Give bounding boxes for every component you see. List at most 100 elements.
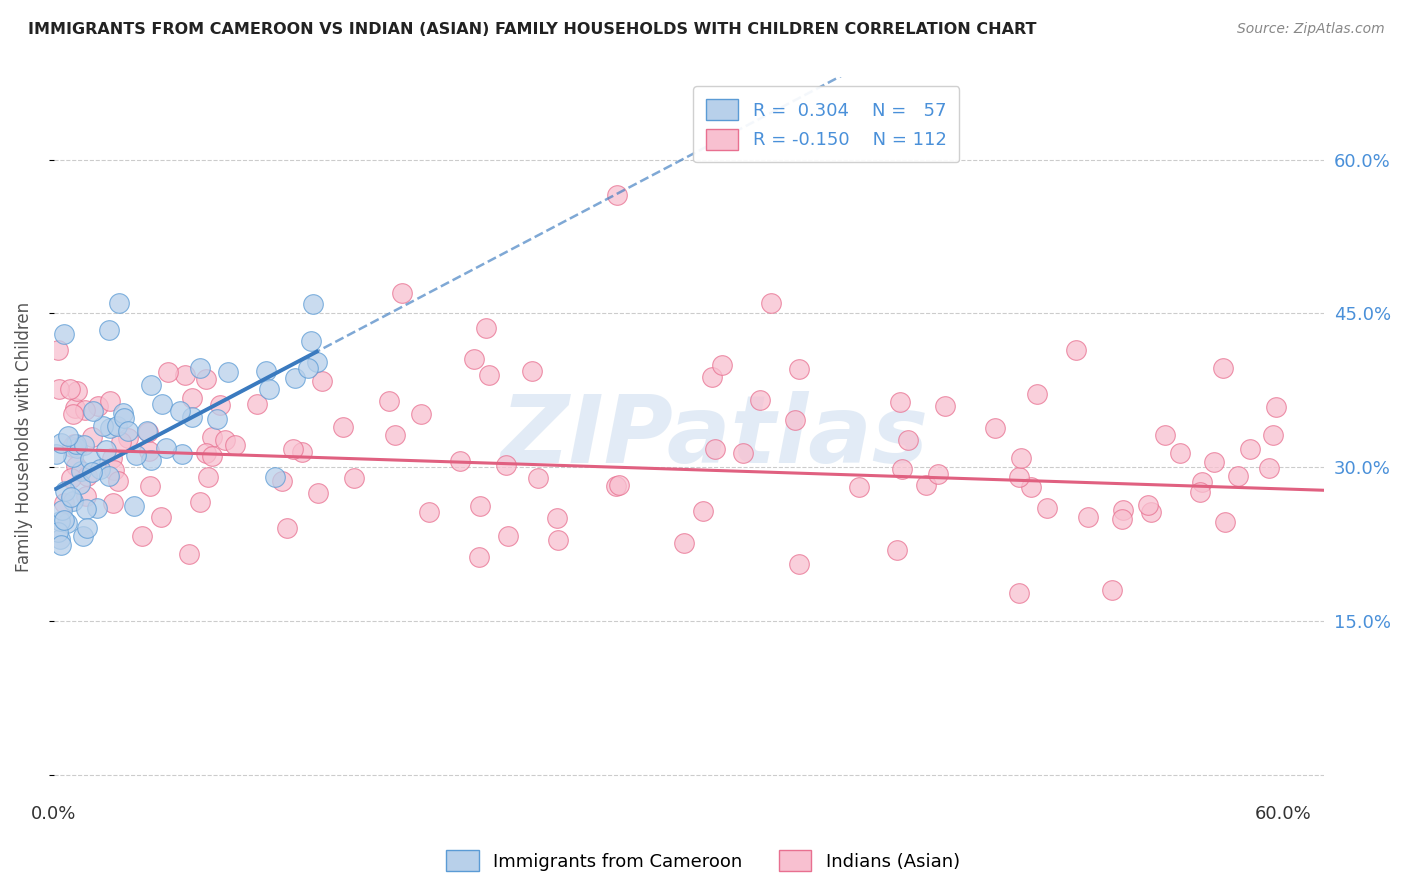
- Point: [343, 470, 366, 484]
- Point: [257, 382, 280, 396]
- Point: [110, 434, 132, 449]
- Point: [135, 424, 157, 438]
- Point: [281, 442, 304, 457]
- Point: [914, 477, 936, 491]
- Point: [478, 368, 501, 382]
- Point: [139, 479, 162, 493]
- Point: [475, 321, 498, 335]
- Point: [704, 442, 727, 457]
- Point: [934, 399, 956, 413]
- Point: [1202, 455, 1225, 469]
- Point: [62, 450, 84, 464]
- Point: [112, 406, 135, 420]
- Point: [409, 407, 432, 421]
- Point: [463, 351, 485, 366]
- Point: [284, 370, 307, 384]
- Point: [1025, 387, 1047, 401]
- Point: [214, 433, 236, 447]
- Point: [264, 470, 287, 484]
- Point: [207, 412, 229, 426]
- Point: [787, 557, 810, 571]
- Point: [49, 436, 72, 450]
- Point: [107, 474, 129, 488]
- Point: [759, 296, 782, 310]
- Point: [297, 360, 319, 375]
- Point: [112, 410, 135, 425]
- Point: [76, 468, 98, 483]
- Point: [174, 368, 197, 383]
- Point: [55, 516, 77, 530]
- Point: [131, 529, 153, 543]
- Point: [76, 501, 98, 516]
- Point: [79, 452, 101, 467]
- Point: [1112, 503, 1135, 517]
- Point: [62, 407, 84, 421]
- Point: [1154, 428, 1177, 442]
- Point: [48, 383, 70, 397]
- Point: [180, 409, 202, 424]
- Point: [692, 504, 714, 518]
- Point: [201, 450, 224, 464]
- Point: [522, 364, 544, 378]
- Point: [270, 475, 292, 489]
- Point: [1226, 468, 1249, 483]
- Point: [46, 343, 69, 357]
- Point: [69, 464, 91, 478]
- Point: [49, 514, 72, 528]
- Point: [246, 397, 269, 411]
- Point: [1168, 446, 1191, 460]
- Point: [117, 424, 139, 438]
- Point: [86, 400, 108, 414]
- Point: [208, 398, 231, 412]
- Point: [195, 446, 218, 460]
- Point: [1188, 485, 1211, 500]
- Point: [139, 453, 162, 467]
- Point: [927, 467, 949, 482]
- Point: [605, 479, 627, 493]
- Point: [139, 378, 162, 392]
- Point: [673, 535, 696, 549]
- Point: [150, 510, 173, 524]
- Point: [63, 401, 86, 415]
- Point: [59, 382, 82, 396]
- Point: [86, 500, 108, 515]
- Point: [785, 413, 807, 427]
- Point: [305, 354, 328, 368]
- Point: [1101, 583, 1123, 598]
- Point: [75, 489, 97, 503]
- Point: [217, 365, 239, 379]
- Point: [197, 470, 219, 484]
- Point: [49, 538, 72, 552]
- Point: [53, 512, 76, 526]
- Point: [177, 547, 200, 561]
- Point: [195, 372, 218, 386]
- Point: [98, 421, 121, 435]
- Point: [1212, 360, 1234, 375]
- Point: [89, 462, 111, 476]
- Point: [53, 484, 76, 499]
- Point: [62, 493, 84, 508]
- Point: [46, 525, 69, 540]
- Point: [1008, 586, 1031, 600]
- Point: [984, 421, 1007, 435]
- Point: [201, 430, 224, 444]
- Point: [1111, 512, 1133, 526]
- Point: [1077, 510, 1099, 524]
- Point: [94, 442, 117, 457]
- Point: [1140, 505, 1163, 519]
- Point: [749, 393, 772, 408]
- Point: [66, 441, 89, 455]
- Point: [391, 285, 413, 300]
- Point: [65, 458, 87, 473]
- Point: [103, 463, 125, 477]
- Point: [1035, 500, 1057, 515]
- Point: [276, 521, 298, 535]
- Point: [302, 297, 325, 311]
- Point: [848, 479, 870, 493]
- Point: [45, 447, 67, 461]
- Point: [731, 446, 754, 460]
- Point: [169, 404, 191, 418]
- Point: [897, 434, 920, 448]
- Point: [891, 462, 914, 476]
- Point: [53, 326, 76, 341]
